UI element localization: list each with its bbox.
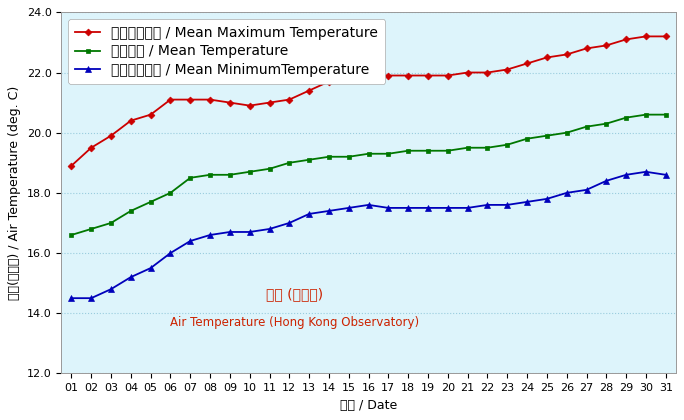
X-axis label: 日期 / Date: 日期 / Date xyxy=(340,399,397,412)
Legend: 平均最高氣溫 / Mean Maximum Temperature, 平均氣溫 / Mean Temperature, 平均最低氣溫 / Mean Minimu: 平均最高氣溫 / Mean Maximum Temperature, 平均氣溫 … xyxy=(68,19,385,84)
Y-axis label: 氣溫(攝氏度) / Air Temperature (deg. C): 氣溫(攝氏度) / Air Temperature (deg. C) xyxy=(8,86,21,300)
Text: 氣溫 (天文台): 氣溫 (天文台) xyxy=(266,287,324,301)
Text: Air Temperature (Hong Kong Observatory): Air Temperature (Hong Kong Observatory) xyxy=(170,316,419,329)
